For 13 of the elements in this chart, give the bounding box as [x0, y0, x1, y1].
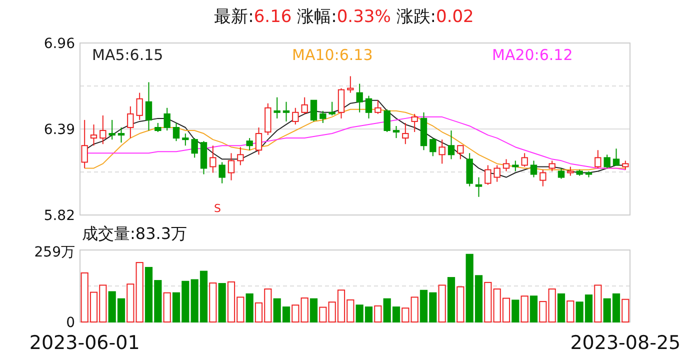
y-tick-label: 259万 — [34, 244, 75, 260]
y-tick-label: 6.39 — [44, 122, 75, 138]
text: MA20:6.12 — [492, 46, 573, 64]
x-tick-label: 2023-06-01 — [29, 332, 140, 354]
y-tick-label: 6.96 — [44, 36, 76, 52]
text: MA5:6.15 — [92, 46, 164, 64]
y-tick-label: 0 — [66, 315, 75, 331]
annotation: S — [214, 202, 222, 215]
x-tick-label: 2023-08-25 — [570, 332, 681, 354]
text: MA10:6.13 — [292, 46, 373, 64]
y-tick-label: 5.82 — [44, 208, 75, 224]
chart-title: 最新:6.16 涨幅:0.33% 涨跌:0.02 — [214, 7, 474, 27]
chart-title: 成交量:83.3万 — [82, 224, 188, 243]
